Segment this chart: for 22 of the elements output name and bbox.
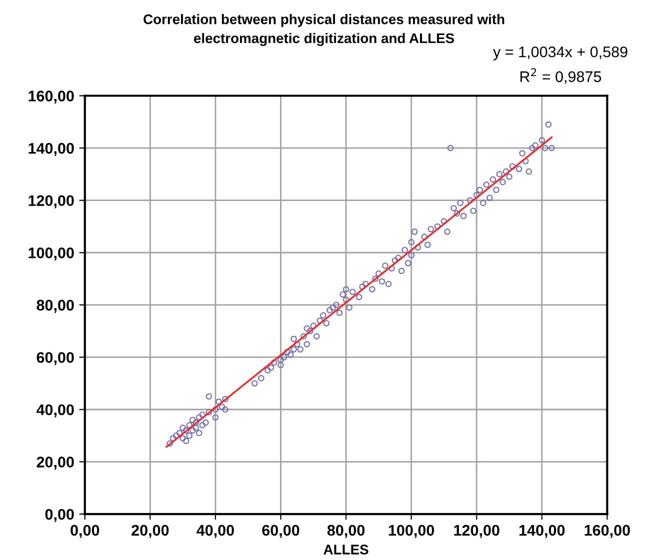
y-tick-label: 20,00 <box>36 456 74 470</box>
y-tick-label: 40,00 <box>36 404 74 418</box>
y-tick-label: 160,00 <box>28 90 74 104</box>
x-tick-label: 160,00 <box>584 524 630 538</box>
x-tick-label: 0,00 <box>70 524 100 538</box>
x-tick-label: 140,00 <box>519 524 565 538</box>
text: R$^{2}$ = 0,9875 <box>520 68 602 84</box>
x-tick-label: 100,00 <box>388 524 434 538</box>
x-tick-label: 40,00 <box>196 524 234 538</box>
y-tick-label: 60,00 <box>36 352 74 366</box>
x-tick-label: 60,00 <box>262 524 300 538</box>
y-tick-label: 120,00 <box>28 195 74 208</box>
x-tick-label: 20,00 <box>132 524 169 538</box>
text: y = 1,0034x + 0,589 <box>493 46 628 60</box>
y-tick-label: 0,00 <box>45 508 74 522</box>
x-tick-label: 120,00 <box>454 524 500 538</box>
chart-title: Correlation between physical distances measured with electromagnetic digitization and ALLES <box>144 14 504 46</box>
x-axis-title: ALLES <box>324 544 368 554</box>
x-tick-label: 80,00 <box>327 524 365 538</box>
y-tick-label: 80,00 <box>36 300 74 313</box>
y-tick-label: 100,00 <box>28 248 74 261</box>
y-tick-label: 140,00 <box>28 142 74 156</box>
